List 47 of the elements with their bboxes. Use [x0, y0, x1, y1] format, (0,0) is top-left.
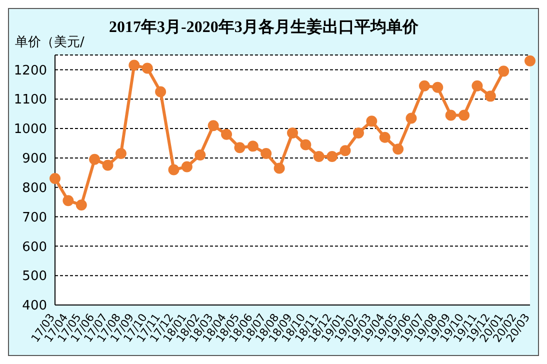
y-axis-title: 单价（美元/: [15, 34, 84, 51]
point: [181, 161, 192, 172]
point: [128, 60, 140, 71]
point: [115, 148, 126, 160]
point: [234, 142, 246, 154]
point: [194, 150, 206, 160]
y-tick-label: 1100: [14, 92, 47, 108]
point: [300, 139, 312, 150]
point: [76, 200, 87, 210]
chart-title: 2017年3月-2020年3月各月生姜出口平均单价: [109, 17, 418, 38]
point: [445, 110, 456, 121]
point: [524, 55, 536, 66]
point: [247, 140, 258, 152]
point: [208, 120, 219, 132]
point: [168, 164, 180, 176]
point: [89, 154, 100, 165]
y-tick-label: 800: [22, 180, 47, 196]
point: [432, 82, 444, 93]
point: [379, 132, 390, 143]
point: [221, 128, 232, 140]
point: [102, 160, 114, 171]
point: [313, 150, 324, 162]
point: [62, 195, 74, 206]
y-tick-label: 1200: [14, 63, 47, 78]
y-tick-label: 700: [22, 210, 47, 226]
y-tick-label: 600: [22, 240, 47, 255]
point: [287, 127, 298, 138]
point: [458, 110, 470, 121]
point: [484, 90, 496, 102]
point: [472, 80, 483, 92]
point: [418, 80, 430, 92]
point: [392, 144, 404, 155]
point: [406, 112, 417, 124]
point: [50, 173, 60, 184]
point: [155, 86, 166, 98]
y-tick-label: 1000: [14, 122, 47, 138]
point: [260, 148, 272, 160]
point: [352, 127, 364, 138]
point: [326, 150, 338, 162]
point: [274, 162, 285, 174]
point: [340, 145, 351, 156]
point: [498, 66, 510, 77]
y-tick-label: 900: [22, 152, 47, 167]
y-tick-label: 500: [22, 269, 47, 284]
point: [366, 116, 378, 127]
point: [142, 62, 153, 74]
y-tick-label: 400: [22, 298, 47, 314]
